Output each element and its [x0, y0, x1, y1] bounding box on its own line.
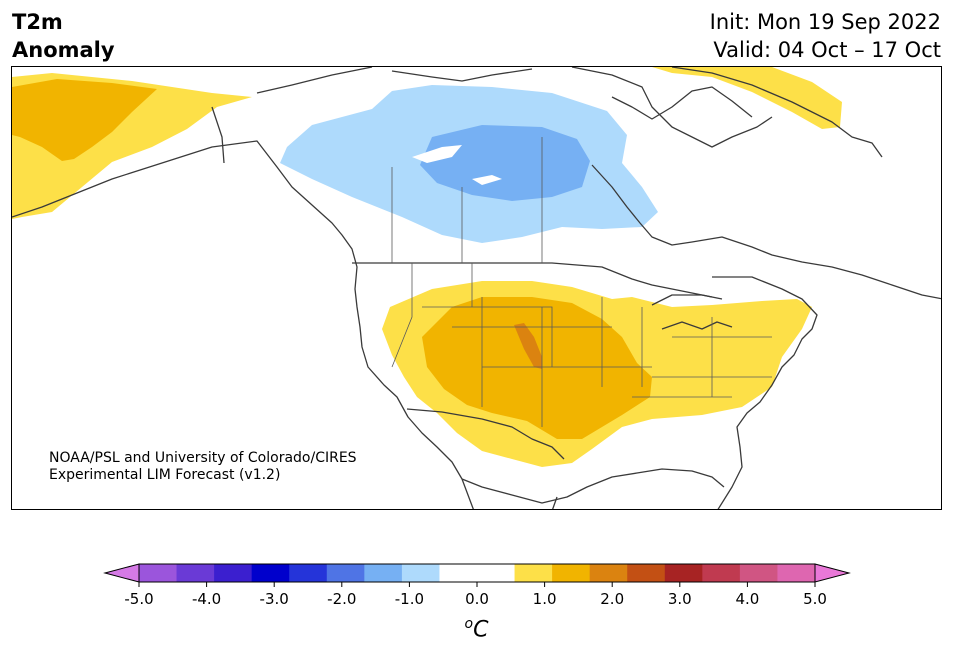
us-mexico-border: [406, 408, 565, 460]
anomaly-us-strong: [514, 323, 542, 369]
arctic-coastline: [256, 67, 773, 148]
hudson-bay-coast: [591, 164, 941, 300]
anomaly-canada-medium: [420, 125, 590, 201]
date-info: Init: Mon 19 Sep 2022 Valid: 04 Oct – 17…: [710, 8, 941, 64]
colorbar-bin: [364, 564, 403, 582]
colorbar-bin: [477, 564, 516, 582]
anomaly-us-medium: [422, 297, 652, 439]
colorbar-tick-label: -2.0: [327, 590, 356, 608]
map-panel: [11, 66, 942, 510]
colorbar-bin: [214, 564, 253, 582]
canada-us-border: [352, 262, 713, 298]
title-line-2: Anomaly: [12, 38, 115, 62]
geographic-lines: [12, 67, 941, 509]
title-line-1: T2m: [12, 10, 63, 34]
colorbar-bin: [514, 564, 553, 582]
colorbar-tick-label: -1.0: [395, 590, 424, 608]
colorbar-bin: [627, 564, 666, 582]
colorbar-bin: [702, 564, 741, 582]
internal-borders: [391, 137, 772, 427]
colorbar-bin: [176, 564, 215, 582]
colorbar-tick-label: 3.0: [668, 590, 692, 608]
lakes-white: [412, 145, 502, 185]
anomaly-greenland-light: [652, 67, 842, 129]
west-coastline: [12, 140, 463, 480]
colorbar-tick-label: 5.0: [803, 590, 827, 608]
colorbar-bins: [139, 564, 816, 582]
colorbar-bin: [777, 564, 816, 582]
colorbar-bin: [589, 564, 628, 582]
colorbar-bin: [139, 564, 178, 582]
colorbar-tick-label: -5.0: [124, 590, 153, 608]
colorbar-bin: [326, 564, 365, 582]
unit-degree-symbol: o: [464, 616, 474, 632]
alaska-canada-border: [211, 106, 225, 164]
colorbar: -5.0 -4.0 -3.0 -2.0 -1.0 0.0 1.0 2.0 3.0 4.0 5.0: [103, 563, 851, 608]
credit-text: NOAA/PSL and University of Colorado/CIRE…: [49, 450, 357, 484]
init-date: Init: Mon 19 Sep 2022: [709, 10, 941, 34]
colorbar-tick-label: 2.0: [600, 590, 624, 608]
credit-line-1: NOAA/PSL and University of Colorado/CIRE…: [49, 450, 357, 466]
colorbar-tick-label: -3.0: [260, 590, 289, 608]
colorbar-tick-label: -4.0: [192, 590, 221, 608]
colorbar-bin: [664, 564, 703, 582]
anomaly-alaska-medium: [12, 79, 157, 161]
gulf-coastline: [461, 468, 725, 504]
unit-label: oC: [0, 616, 953, 642]
greenland-coast: [671, 67, 883, 158]
colorbar-bin: [251, 564, 290, 582]
credit-line-2: Experimental LIM Forecast (v1.2): [49, 467, 281, 483]
colorbar-tick-label: 0.0: [465, 590, 489, 608]
colorbar-ticks: -5.0 -4.0 -3.0 -2.0 -1.0 0.0 1.0 2.0 3.0 4.0 5.0: [124, 582, 827, 608]
map-canvas: [12, 67, 941, 509]
map-title: T2m Anomaly: [12, 8, 115, 64]
colorbar-tick-label: 4.0: [735, 590, 759, 608]
colorbar-low-extend: [103, 563, 140, 583]
colorbar-bin: [439, 564, 478, 582]
colorbar-bin: [739, 564, 778, 582]
valid-range: Valid: 04 Oct – 17 Oct: [713, 38, 941, 62]
east-coastline: [712, 276, 818, 509]
colorbar-bin: [401, 564, 440, 582]
colorbar-tick-label: 1.0: [533, 590, 557, 608]
anomaly-fills: [12, 67, 842, 467]
colorbar-bin: [289, 564, 328, 582]
unit-letter: C: [473, 617, 489, 643]
mexico-coastline: [461, 478, 558, 509]
colorbar-bin: [552, 564, 591, 582]
great-lakes: [651, 294, 733, 330]
baffin-coast: [611, 86, 753, 120]
colorbar-high-extend: [814, 563, 851, 583]
